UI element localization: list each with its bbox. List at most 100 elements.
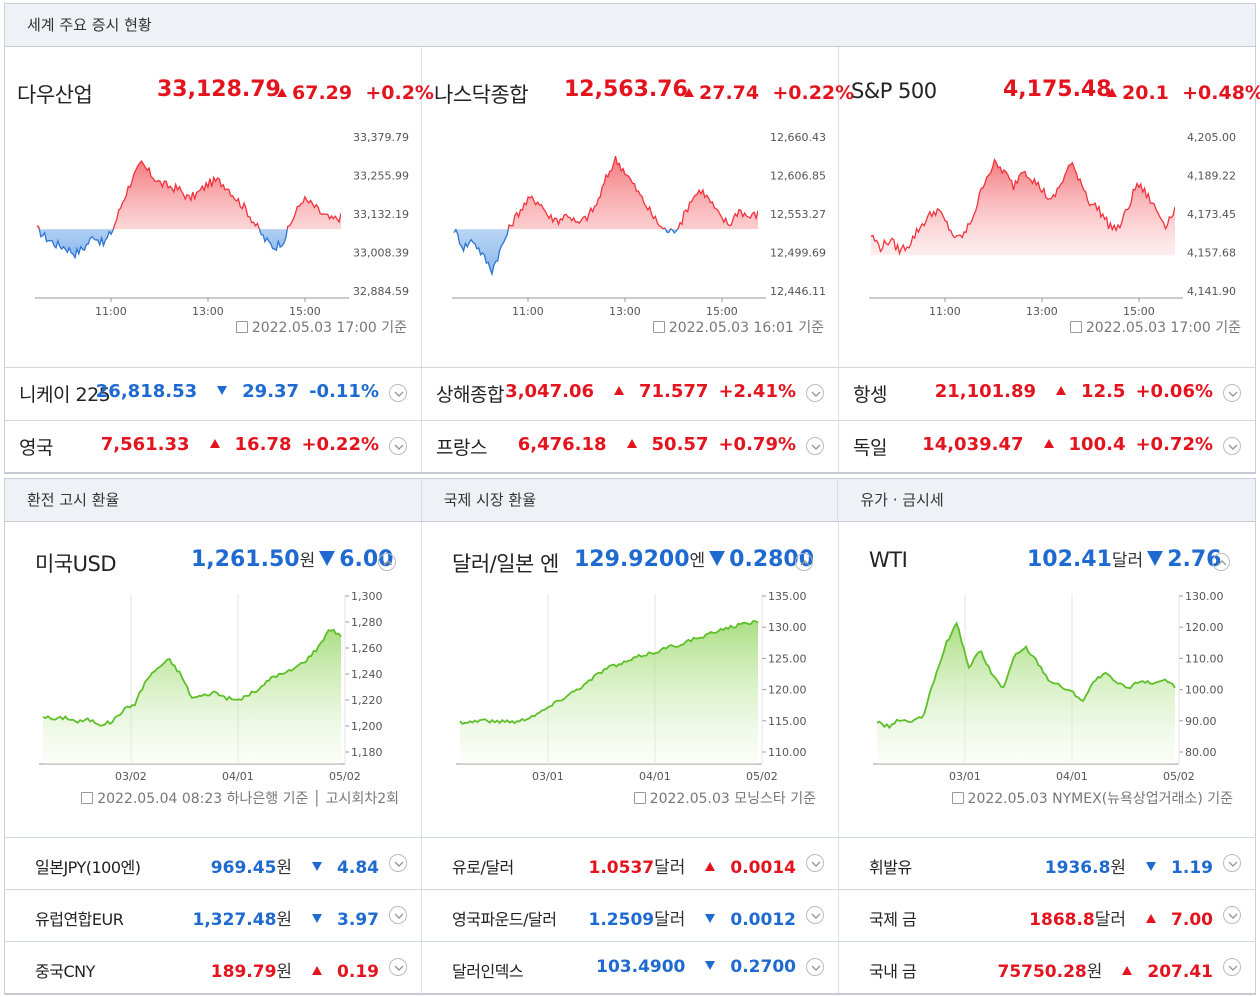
collapse-chevron-icon[interactable]: [378, 553, 396, 571]
y-tick-label: 33,255.99: [353, 170, 409, 183]
up-triangle-icon: [626, 439, 637, 448]
y-tick-label: 1,200: [351, 720, 383, 733]
fx-chart-usd: 1,300 1,280 1,260 1,240 1,220 1,200 1,180 03/02…: [39, 590, 383, 783]
fx-panel-usd[interactable]: 미국USD 1,261.50원 6.00 1,300 1,280 1,260 1,240…: [5, 522, 422, 838]
item-name: 국제 금: [869, 910, 917, 929]
y-tick-label: 130.00: [1185, 590, 1224, 603]
y-tick-label: 135.00: [768, 590, 807, 603]
list-item[interactable]: 니케이 225 26,818.53 29.37 -0.11%: [5, 368, 422, 420]
y-tick-label: 4,157.68: [1187, 247, 1236, 260]
series-area: [460, 621, 758, 764]
x-tick-label: 15:00: [706, 305, 738, 318]
fx-timestamp: 2022.05.03 NYMEX(뉴욕상업거래소) 기준: [951, 788, 1233, 808]
fx-list-row-3: 중국CNY 189.79원 0.19 달러인덱스 103.4900 0.2700 국…: [4, 942, 1256, 994]
y-tick-label: 1,240: [351, 668, 383, 681]
index-name: 나스닥종합: [434, 83, 529, 107]
y-tick-label: 4,141.90: [1187, 285, 1236, 298]
index-list-row-2: 영국 7,561.33 16.78 +0.22% 프랑스 6,476.18 50.57…: [4, 421, 1256, 473]
expand-chevron-icon[interactable]: [806, 854, 824, 872]
list-item[interactable]: 달러인덱스 103.4900 0.2700: [422, 942, 839, 994]
list-item[interactable]: 유럽연합EUR 1,327.48원 3.97: [5, 890, 422, 942]
index-timestamp: 2022.05.03 17:00 기준: [1069, 317, 1241, 337]
index-panel-dow[interactable]: 다우산업 33,128.79 67.29 +0.2% 33,379.79 33,2…: [5, 47, 434, 367]
y-tick-label: 115.00: [768, 715, 807, 728]
indices-section-header: 세계 주요 증시 현황: [4, 3, 1256, 47]
up-triangle-icon: [1146, 914, 1157, 923]
expand-chevron-icon[interactable]: [389, 958, 407, 976]
item-name: 니케이 225: [19, 384, 111, 406]
expand-chevron-icon[interactable]: [1223, 384, 1241, 402]
fx-name: 달러/일본 엔: [452, 552, 559, 576]
down-triangle-icon: [312, 862, 323, 871]
index-chart-sp500: 4,205.00 4,189.22 4,173.45 4,157.68 4,141.90…: [869, 131, 1236, 318]
collapse-chevron-icon[interactable]: [1212, 553, 1230, 571]
down-triangle-icon: [705, 914, 716, 923]
fx-list-row-2: 유럽연합EUR 1,327.48원 3.97 영국파운드/달러 1.2509달러 0…: [4, 890, 1256, 942]
series-line-up: [455, 156, 758, 230]
index-panel-nasdaq[interactable]: 나스닥종합 12,563.76 27.74 +0.22% 12,660.43 12…: [422, 47, 854, 367]
list-item[interactable]: 휘발유 1936.8원 1.19: [839, 838, 1255, 890]
list-item[interactable]: 항셍 21,101.89 12.5 +0.06%: [839, 368, 1255, 420]
expand-chevron-icon[interactable]: [389, 854, 407, 872]
list-item[interactable]: 일본JPY(100엔) 969.45원 4.84: [5, 838, 422, 890]
series-line: [42, 628, 342, 727]
list-item[interactable]: 국제 금 1868.8달러 7.00: [839, 890, 1255, 942]
index-change: 27.74 +0.22%: [684, 82, 854, 104]
item-values: 1.2509달러 0.0012: [588, 910, 797, 930]
expand-chevron-icon[interactable]: [1223, 854, 1241, 872]
expand-chevron-icon[interactable]: [389, 437, 407, 455]
up-triangle-icon: [705, 862, 716, 871]
expand-chevron-icon[interactable]: [389, 384, 407, 402]
expand-chevron-icon[interactable]: [806, 958, 824, 976]
calendar-icon: [652, 321, 665, 333]
list-item[interactable]: 영국 7,561.33 16.78 +0.22%: [5, 421, 422, 473]
index-list-row-1: 니케이 225 26,818.53 29.37 -0.11% 상해종합 3,047.…: [4, 368, 1256, 420]
list-item[interactable]: 상해종합 3,047.06 71.577 +2.41%: [422, 368, 839, 420]
y-tick-label: 1,180: [351, 746, 383, 759]
list-item[interactable]: 국내 금 75750.28원 207.41: [839, 942, 1255, 994]
up-triangle-icon: [684, 88, 694, 97]
calendar-icon: [235, 321, 248, 333]
item-values: 189.79원 0.19: [210, 962, 379, 982]
item-name: 항셍: [853, 384, 887, 406]
down-triangle-icon: [217, 386, 228, 395]
expand-chevron-icon[interactable]: [1223, 437, 1241, 455]
expand-chevron-icon[interactable]: [806, 384, 824, 402]
y-tick-label: 100.00: [1185, 684, 1224, 697]
area-above-base: [454, 156, 758, 230]
index-value: 33,128.79: [157, 77, 281, 102]
fx-header-intl: 국제 시장 환율: [422, 479, 839, 521]
expand-chevron-icon[interactable]: [806, 906, 824, 924]
list-item[interactable]: 프랑스 6,476.18 50.57 +0.79%: [422, 421, 839, 473]
item-name: 유럽연합EUR: [35, 910, 124, 929]
item-name: 상해종합: [436, 384, 504, 406]
y-tick-label: 33,132.19: [353, 208, 409, 221]
x-tick-label: 04/01: [639, 770, 671, 783]
x-tick-label: 13:00: [609, 305, 641, 318]
fx-chart-jpy: 135.00 130.00 125.00 120.00 115.00 110.00 03/0…: [456, 590, 807, 783]
x-tick-label: 13:00: [192, 305, 224, 318]
index-change: 67.29 +0.2%: [277, 82, 434, 104]
y-tick-label: 33,379.79: [353, 131, 409, 144]
list-item[interactable]: 유로/달러 1.0537달러 0.0014: [422, 838, 839, 890]
fx-panel-wti[interactable]: WTI 102.41달러 2.76 130.00 120.00 110.00 100.0…: [839, 522, 1255, 838]
index-value: 4,175.48: [1003, 77, 1112, 102]
calendar-icon: [1069, 321, 1082, 333]
item-name: 영국파운드/달러: [452, 910, 557, 929]
expand-chevron-icon[interactable]: [1223, 906, 1241, 924]
list-item[interactable]: 독일 14,039.47 100.4 +0.72%: [839, 421, 1255, 473]
collapse-chevron-icon[interactable]: [795, 553, 813, 571]
expand-chevron-icon[interactable]: [1223, 958, 1241, 976]
list-item[interactable]: 중국CNY 189.79원 0.19: [5, 942, 422, 994]
fx-list-row-1: 일본JPY(100엔) 969.45원 4.84 유로/달러 1.0537달러 0.…: [4, 838, 1256, 890]
expand-chevron-icon[interactable]: [806, 437, 824, 455]
item-values: 969.45원 4.84: [210, 858, 379, 878]
list-item[interactable]: 영국파운드/달러 1.2509달러 0.0012: [422, 890, 839, 942]
expand-chevron-icon[interactable]: [389, 906, 407, 924]
item-name: 유로/달러: [452, 858, 514, 877]
index-value: 12,563.76: [564, 77, 688, 102]
index-panel-sp500[interactable]: S&P 500 4,175.48 20.1 +0.48% 4,205.00 4,1…: [839, 47, 1260, 367]
fx-panel-jpy[interactable]: 달러/일본 엔 129.9200엔 0.2800 135.00 130.00 125.…: [422, 522, 839, 838]
fx-value: 1,261.50원 6.00: [191, 547, 394, 572]
x-tick-label: 03/01: [949, 770, 981, 783]
